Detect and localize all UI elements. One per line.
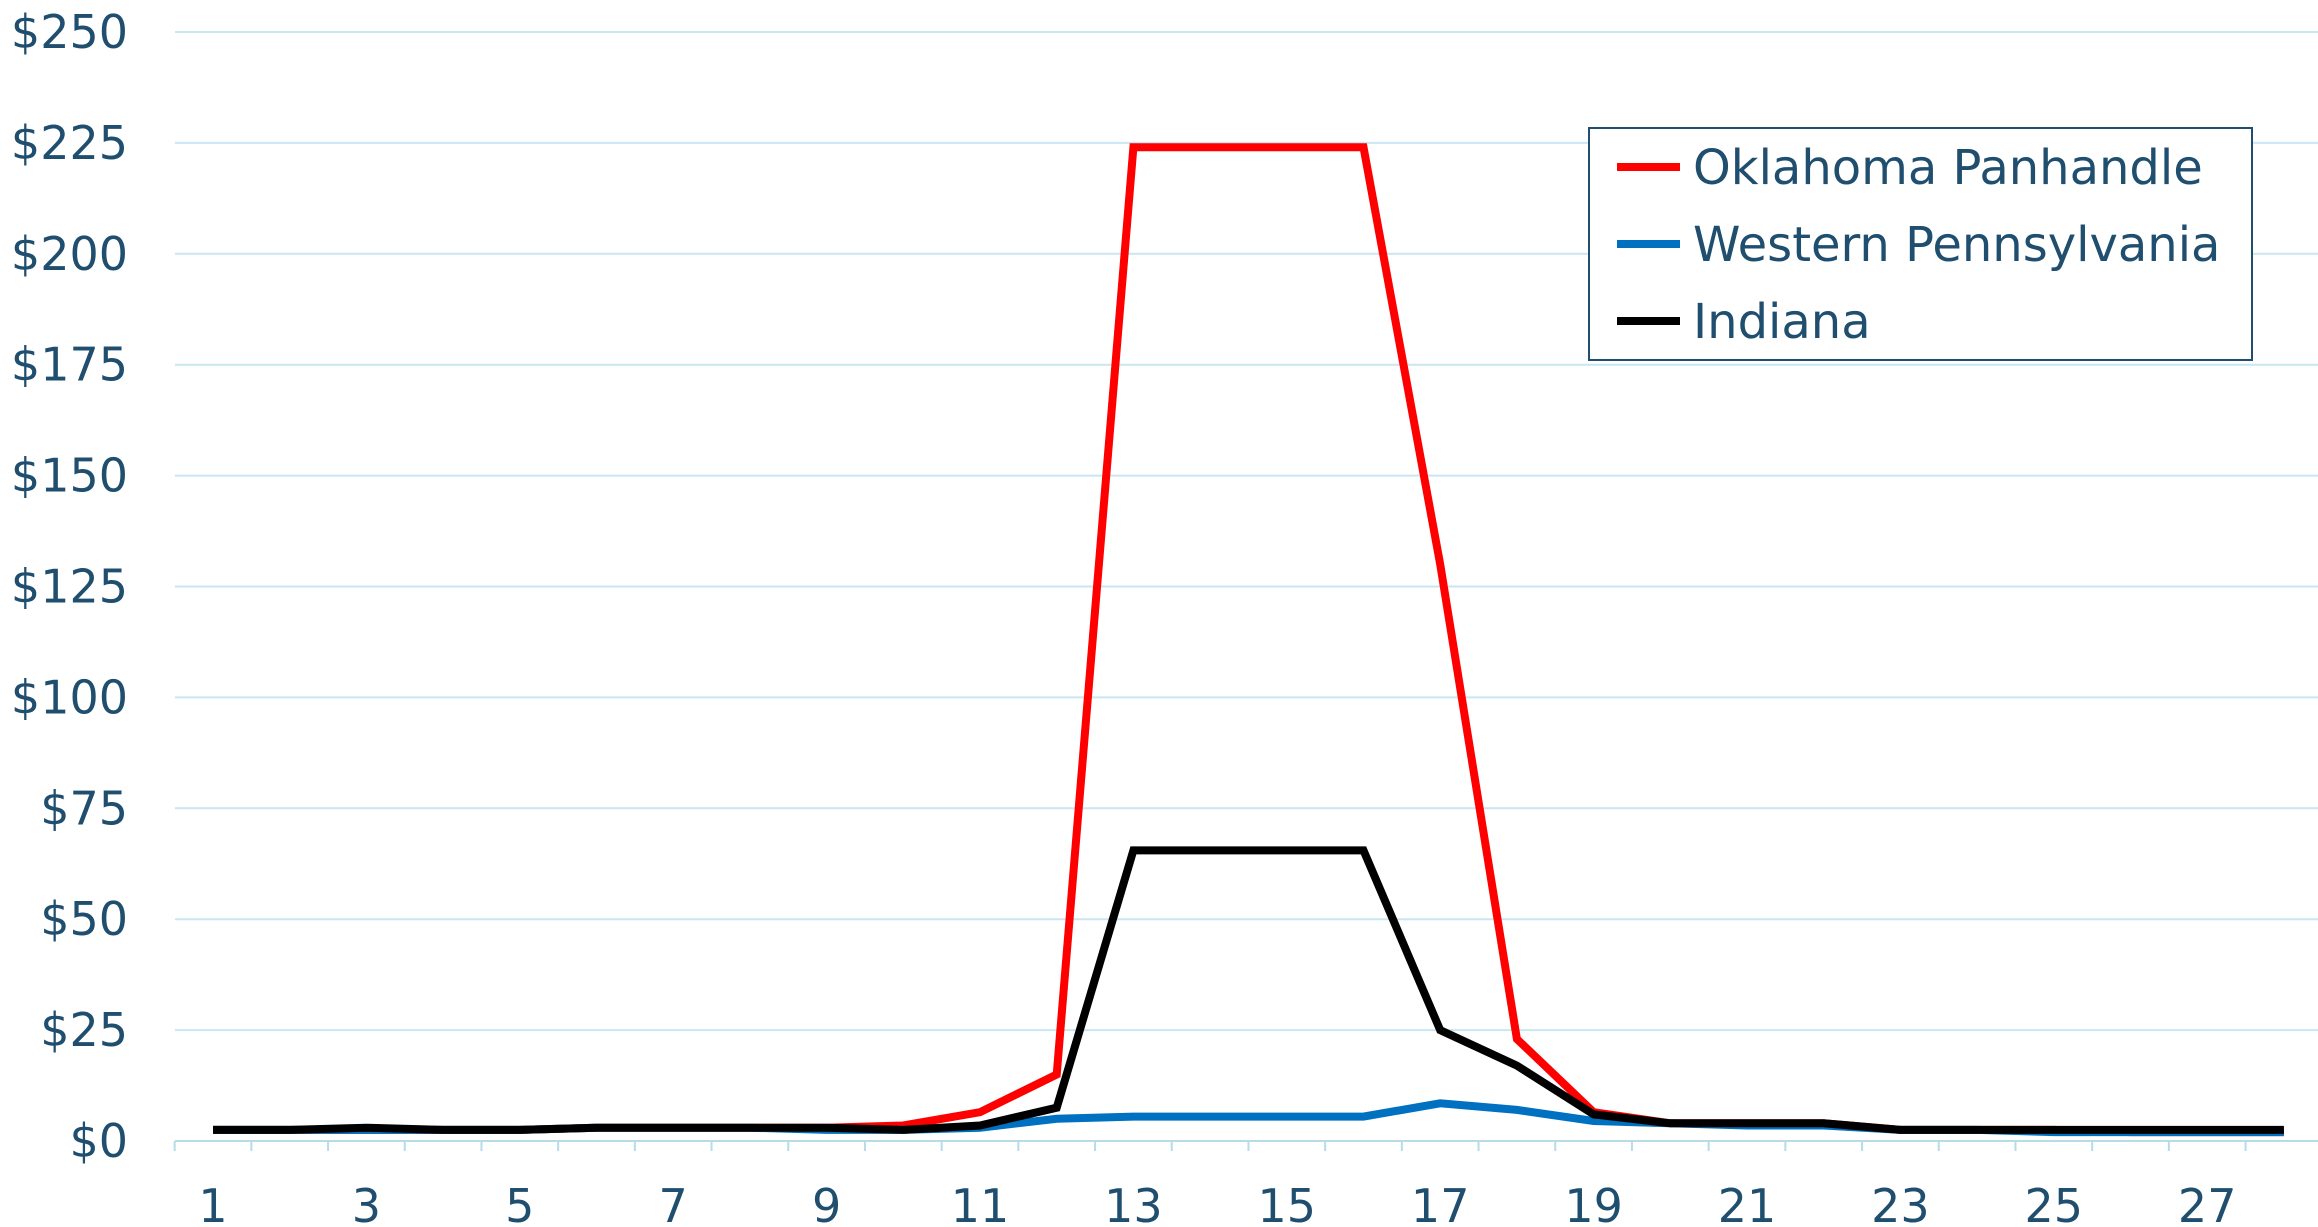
x-tick-label: 3 <box>352 1179 381 1227</box>
x-tick-label: 25 <box>2025 1179 2084 1227</box>
y-tick-label: $175 <box>11 338 128 392</box>
y-tick-label: $125 <box>11 560 128 614</box>
x-tick-label: 5 <box>505 1179 534 1227</box>
x-tick-label: 11 <box>951 1179 1010 1227</box>
x-tick-label: 1 <box>198 1179 227 1227</box>
y-tick-label: $250 <box>11 5 128 59</box>
x-tick-label: 27 <box>2178 1179 2237 1227</box>
x-tick-label: 23 <box>1871 1179 1930 1227</box>
x-tick-label: 15 <box>1258 1179 1317 1227</box>
y-tick-label: $225 <box>11 116 128 170</box>
series-lines <box>213 143 2284 1137</box>
x-axis-tick-labels: 1 3 5 7 9 11 13 15 17 19 21 23 25 27 <box>198 1179 2236 1227</box>
x-tick-label: 9 <box>812 1179 841 1227</box>
y-tick-label: $150 <box>11 449 128 503</box>
series-line <box>213 846 2284 1134</box>
y-tick-label: $100 <box>11 670 128 724</box>
y-tick-label: $50 <box>40 892 128 946</box>
y-tick-label: $200 <box>11 227 128 281</box>
legend-box <box>1588 127 2253 361</box>
legend-label: Oklahoma Panhandle <box>1693 140 2203 196</box>
y-tick-label: $0 <box>69 1114 128 1168</box>
x-tick-label: 21 <box>1718 1179 1777 1227</box>
x-tick-label: 17 <box>1411 1179 1470 1227</box>
legend-label: Western Pennsylvania <box>1693 217 2220 273</box>
legend: Oklahoma Panhandle Western Pennsylvania In… <box>1588 127 2253 361</box>
y-tick-label: $75 <box>40 781 128 835</box>
legend-label: Indiana <box>1693 294 1871 350</box>
gridlines <box>175 31 2318 1032</box>
y-tick-label: $25 <box>40 1003 128 1057</box>
x-tick-label: 13 <box>1104 1179 1163 1227</box>
y-axis-tick-labels: $0 $25 $50 $75 $100 $125 $150 $175 $200 $225 $250 <box>11 5 128 1168</box>
x-tick-label: 19 <box>1564 1179 1623 1227</box>
legend-items: Oklahoma Panhandle Western Pennsylvania In… <box>1617 140 2220 350</box>
x-tick-label: 7 <box>659 1179 688 1227</box>
axes <box>173 1140 2318 1151</box>
